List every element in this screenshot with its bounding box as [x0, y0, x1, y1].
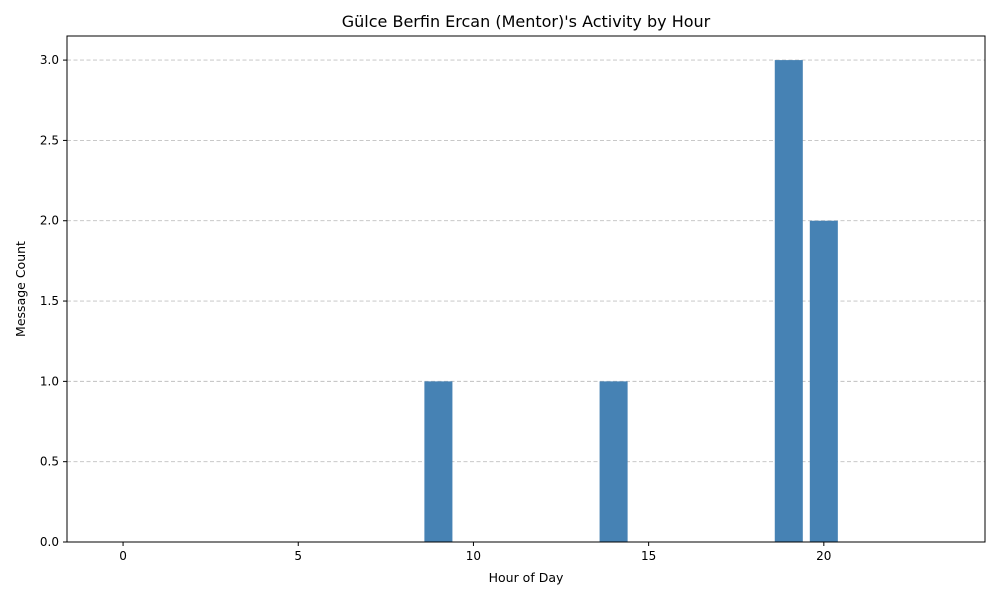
- plot-frame: [66, 35, 986, 543]
- bar-hour-19: [774, 60, 803, 542]
- y-tick-label: 2.0: [40, 214, 59, 228]
- y-tick-label: 1.5: [40, 294, 59, 308]
- y-tick-label: 3.0: [40, 53, 59, 67]
- x-axis-label: Hour of Day: [489, 570, 564, 585]
- y-axis-ticks: 0.0 0.5 1.0 1.5 2.0 2.5 3.0: [40, 53, 67, 549]
- chart-title: Gülce Berfin Ercan (Mentor)'s Activity b…: [342, 12, 711, 31]
- bar-hour-20: [809, 220, 838, 542]
- y-tick-label: 0.0: [40, 535, 59, 549]
- y-axis-label: Message Count: [13, 241, 28, 337]
- bar-hour-9: [424, 381, 453, 542]
- x-tick-label: 15: [641, 549, 656, 563]
- x-tick-label: 10: [466, 549, 481, 563]
- x-axis-ticks: 0 5 10 15 20: [119, 542, 831, 563]
- bars: [424, 60, 838, 542]
- gridlines: [67, 59, 985, 543]
- x-tick-label: 20: [816, 549, 831, 563]
- x-tick-label: 5: [294, 549, 302, 563]
- x-tick-label: 0: [119, 549, 127, 563]
- y-tick-label: 2.5: [40, 133, 59, 147]
- y-tick-label: 1.0: [40, 374, 59, 388]
- bar-hour-14: [599, 381, 628, 542]
- y-tick-label: 0.5: [40, 455, 59, 469]
